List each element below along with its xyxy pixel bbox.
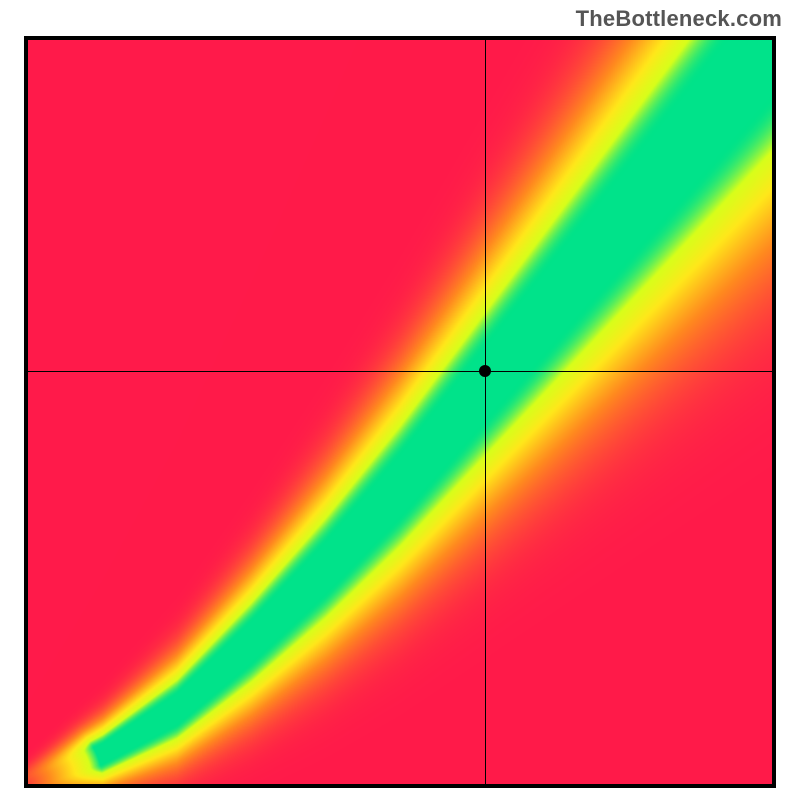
watermark-text: TheBottleneck.com (576, 6, 782, 32)
crosshair-horizontal (28, 371, 772, 372)
plot-area (28, 40, 772, 784)
crosshair-marker (479, 365, 491, 377)
crosshair-vertical (485, 40, 486, 784)
plot-border (24, 36, 776, 788)
heatmap-canvas (28, 40, 772, 784)
